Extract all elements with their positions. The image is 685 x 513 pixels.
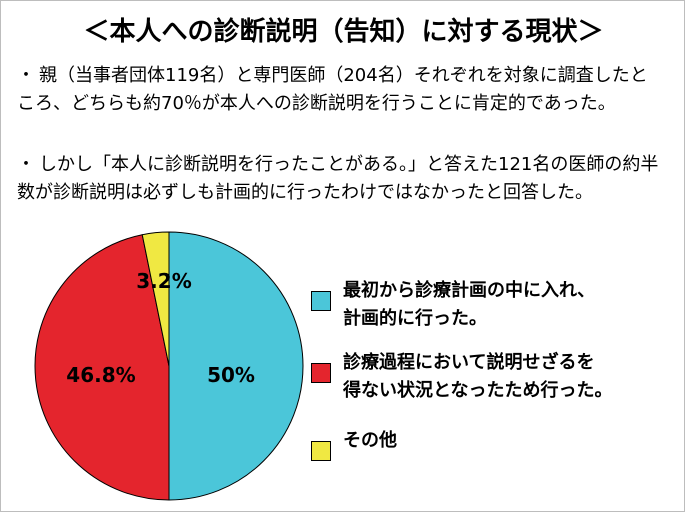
legend-label: 最初から診療計画の中に入れ、 計画的に行った。	[343, 280, 596, 329]
pie-slice	[168, 231, 304, 501]
legend-item: その他	[311, 427, 397, 461]
slice-data-label: 3.2%	[136, 269, 191, 293]
legend-swatch	[311, 291, 331, 311]
bullet-text: しかし「本人に診断説明を行ったことがある。」と答えた121名の医師の約半数が診断…	[17, 154, 659, 203]
pie-slice	[141, 231, 170, 367]
bullet-marker: ・	[17, 65, 35, 86]
bullet-text: 親（当事者団体119名）と専門医師（204名）それぞれを対象に調査したところ、ど…	[17, 65, 648, 114]
legend-item: 診療過程において説明せざるを 得ない状況となったため行った。	[311, 349, 612, 405]
legend-swatch	[311, 363, 331, 383]
bullet-item: ・ しかし「本人に診断説明を行ったことがある。」と答えた121名の医師の約半数が…	[17, 151, 665, 207]
pie-slice	[34, 234, 170, 501]
bullet-marker: ・	[17, 154, 35, 175]
legend-label: その他	[343, 430, 397, 451]
bullet-item: ・ 親（当事者団体119名）と専門医師（204名）それぞれを対象に調査したところ…	[17, 62, 665, 118]
slide-title: ＜本人への診断説明（告知）に対する現状＞	[83, 17, 604, 47]
legend-item: 最初から診療計画の中に入れ、 計画的に行った。	[311, 277, 595, 333]
legend-swatch	[311, 441, 331, 461]
slice-data-label: 46.8%	[66, 363, 135, 387]
legend-label: 診療過程において説明せざるを 得ない状況となったため行った。	[343, 352, 613, 401]
slice-data-label: 50%	[207, 363, 255, 387]
